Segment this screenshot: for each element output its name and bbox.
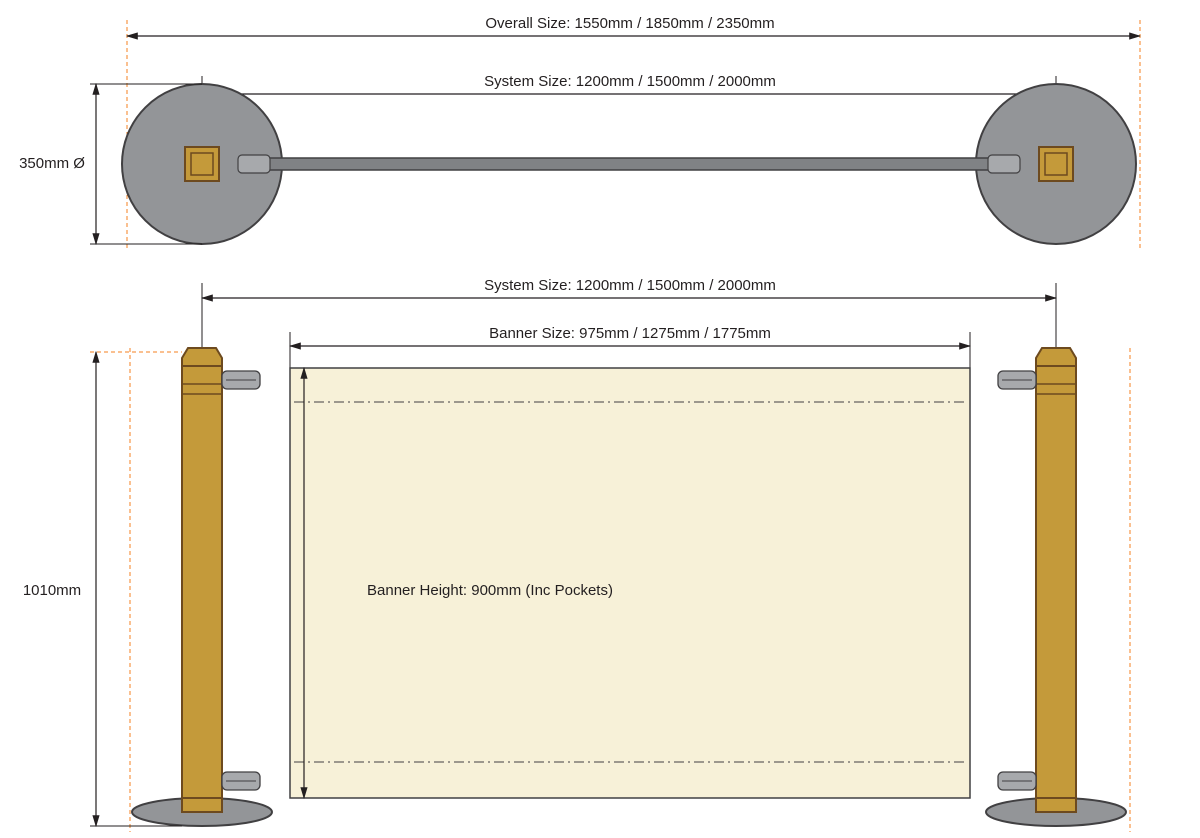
label-overall-size: Overall Size: 1550mm / 1850mm / 2350mm xyxy=(485,15,774,32)
label-system-size-side: System Size: 1200mm / 1500mm / 2000mm xyxy=(484,277,776,294)
technical-drawing: Overall Size: 1550mm / 1850mm / 2350mm Sy… xyxy=(0,0,1200,838)
label-banner-size: Banner Size: 975mm / 1275mm / 1775mm xyxy=(489,325,771,342)
top-view: Overall Size: 1550mm / 1850mm / 2350mm Sy… xyxy=(19,15,1140,248)
side-view: System Size: 1200mm / 1500mm / 2000mm Ban… xyxy=(23,277,1130,832)
diagram-svg: Overall Size: 1550mm / 1850mm / 2350mm Sy… xyxy=(0,0,1200,838)
label-post-height: 1010mm xyxy=(23,582,81,599)
label-system-size-top: System Size: 1200mm / 1500mm / 2000mm xyxy=(484,73,776,90)
label-banner-height: Banner Height: 900mm (Inc Pockets) xyxy=(367,582,613,599)
label-base-diameter: 350mm Ø xyxy=(19,155,85,172)
